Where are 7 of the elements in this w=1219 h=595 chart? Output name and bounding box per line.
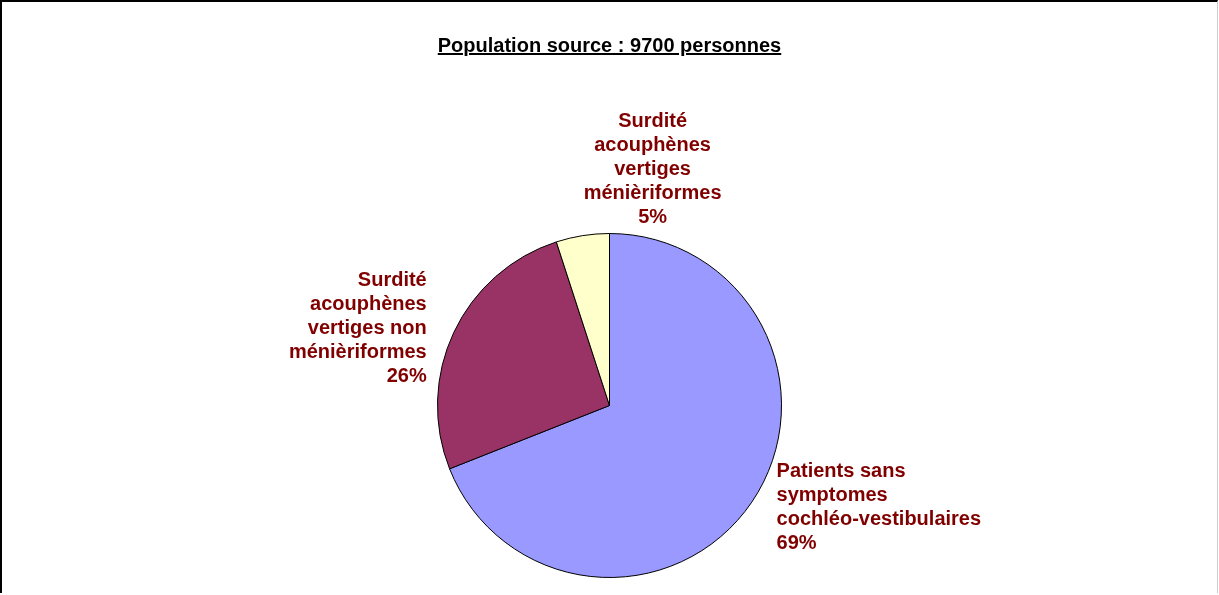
slice-label: Surdité acouphènes vertiges ménièriformes [583,109,722,204]
data-label: 5% [638,205,668,228]
data-label: 26% [386,363,427,386]
slice-label: Surdité acouphènes vertiges non ménièriformes [288,267,427,362]
data-label: 69% [776,531,817,554]
chart-title: Population source : 9700 personnes [436,33,783,58]
slice-label: Patients sans symptomes cochléo-vestibulaires [776,459,982,530]
